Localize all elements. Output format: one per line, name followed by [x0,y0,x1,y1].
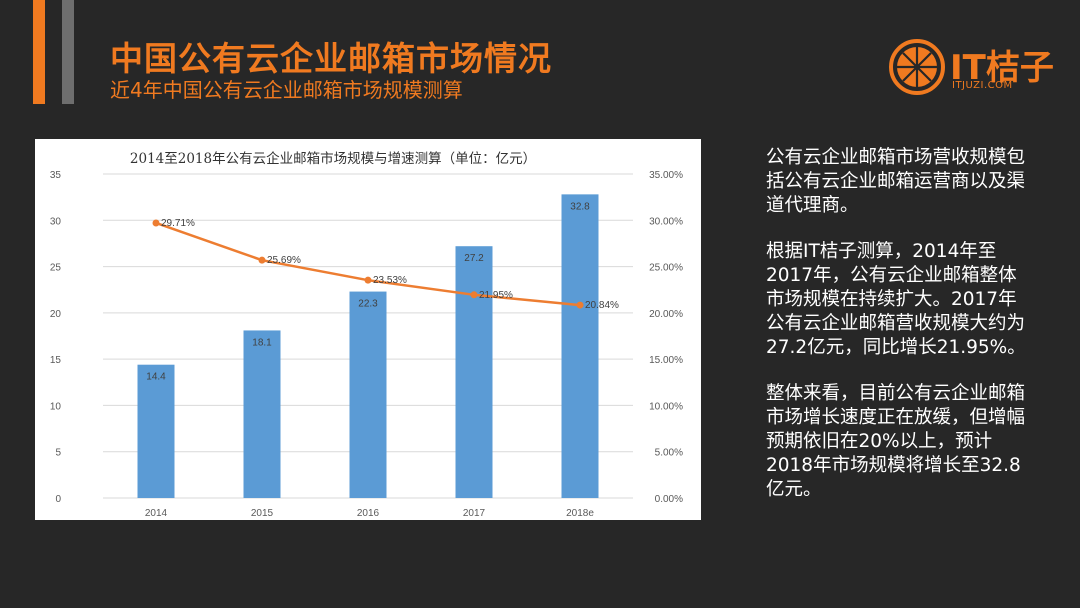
x-tick-label: 2014 [145,508,168,519]
y-right-tick-label: 10.00% [649,401,683,412]
growth-value-label: 20.84% [585,300,619,311]
growth-value-label: 23.53% [373,275,407,286]
y-left-tick-label: 0 [55,494,61,505]
y-left-tick-label: 15 [50,355,62,366]
logo-text: IT桔子 [950,48,1054,88]
y-right-tick-label: 5.00% [655,448,683,459]
bar [137,364,175,498]
accent-bar-orange [33,0,45,104]
growth-point [364,276,372,284]
side-paragraph-2: 根据IT桔子测算，2014年至2017年，公有云企业邮箱整体市场规模在持续扩大。… [766,241,1026,358]
side-paragraph-1: 公有云企业邮箱市场营收规模包括公有云企业邮箱运营商以及渠道代理商。 [766,147,1026,216]
bar-value-label: 27.2 [464,253,484,264]
bar [243,330,281,498]
bar [561,194,599,498]
y-right-tick-label: 20.00% [649,309,683,320]
page-subtitle: 近4年中国公有云企业邮箱市场规模测算 [110,78,463,102]
growth-point [470,291,478,299]
x-tick-label: 2016 [357,508,380,519]
bar [455,246,493,498]
page-title: 中国公有云企业邮箱市场情况 [110,39,552,78]
chart-svg: 0 5 10 15 20 25 30 35 0.00% 5.00% 10.00% 15.00% 20.0… [50,170,683,519]
y-right-tick-label: 0.00% [655,494,683,505]
bar [349,291,387,498]
growth-point [152,219,160,227]
chart-title: 2014至2018年公有云企业邮箱市场规模与增速测算（单位：亿元） [129,151,537,167]
y-left-tick-label: 20 [50,309,62,320]
y-left-tick-label: 30 [50,216,62,227]
side-paragraph-3: 整体来看，目前公有云企业邮箱市场增长速度正在放缓，但增幅预期依旧在20%以上，预… [766,383,1026,500]
orange-slice-icon [889,39,945,95]
x-tick-label: 2017 [463,508,486,519]
x-tick-label: 2018e [566,508,594,519]
brand-logo: IT桔子 ITJUZI.COM [888,38,1058,96]
chart-panel: 2014至2018年公有云企业邮箱市场规模与增速测算（单位：亿元） 0 5 10 15… [35,139,701,520]
growth-point [576,301,584,309]
bar-value-label: 32.8 [570,201,590,212]
side-description: 公有云企业邮箱市场营收规模包括公有云企业邮箱运营商以及渠道代理商。 根据IT桔子… [766,146,1030,524]
y-left-tick-label: 35 [50,170,62,181]
logo-subtext: ITJUZI.COM [952,80,1013,91]
y-right-tick-label: 30.00% [649,216,683,227]
y-left-tick-label: 5 [55,448,61,459]
y-right-tick-label: 15.00% [649,355,683,366]
y-left-tick-label: 25 [50,263,62,274]
bar-value-label: 14.4 [146,372,166,383]
growth-point [258,256,266,264]
y-right-tick-label: 25.00% [649,263,683,274]
y-left-tick-label: 10 [50,401,62,412]
growth-value-label: 21.95% [479,290,513,301]
bar-value-label: 18.1 [252,337,272,348]
x-tick-label: 2015 [251,508,274,519]
y-right-tick-label: 35.00% [649,170,683,181]
accent-bar-gray [62,0,74,104]
growth-value-label: 25.69% [267,255,301,266]
growth-value-label: 29.71% [161,218,195,229]
bar-value-label: 22.3 [358,299,378,310]
